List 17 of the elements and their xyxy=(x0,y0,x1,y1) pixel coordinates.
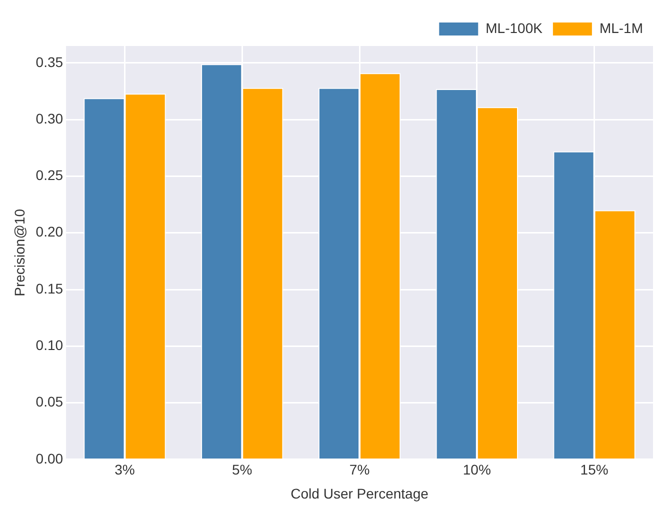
y-tick-label: 0.15 xyxy=(36,280,64,296)
y-tick-label: 0.30 xyxy=(36,110,64,126)
x-tick-label: 15% xyxy=(580,462,608,478)
x-tick-label: 10% xyxy=(462,462,491,478)
y-tick-label: 0.05 xyxy=(36,394,64,410)
x-axis-title: Cold User Percentage xyxy=(290,485,429,502)
x-tick-label: 5% xyxy=(232,462,252,478)
y-tick-label: 0.35 xyxy=(36,54,64,70)
y-tick-label: 0.00 xyxy=(36,450,64,466)
legend-label: ML-100K xyxy=(486,20,544,36)
y-tick-label: 0.10 xyxy=(36,337,64,353)
y-axis-title: Precision@10 xyxy=(11,208,28,296)
y-tick-label: 0.20 xyxy=(36,224,64,240)
x-tick-label: 3% xyxy=(114,462,135,478)
x-tick-label: 7% xyxy=(349,462,370,478)
y-tick-label: 0.25 xyxy=(36,167,64,184)
legend-label: ML-1M xyxy=(599,20,644,36)
